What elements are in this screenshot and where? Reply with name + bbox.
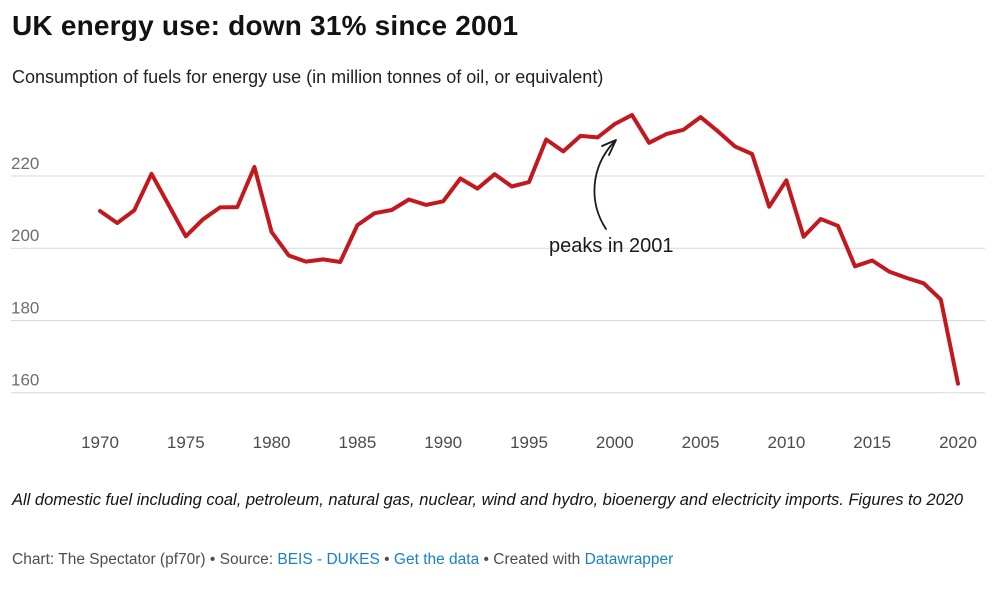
x-tick-label: 2020 xyxy=(939,433,977,452)
byline-separator: • xyxy=(479,551,494,568)
byline-chart-label: Chart: xyxy=(12,551,59,568)
byline-created-label: Created with xyxy=(493,551,585,568)
line-chart: 160 180 200 220 1970 1975 1980 1985 1990 1995 2000… xyxy=(11,113,985,452)
datawrapper-link[interactable]: Datawrapper xyxy=(584,551,674,568)
x-tick-label: 2015 xyxy=(853,433,891,452)
x-tick-label: 1970 xyxy=(81,433,119,452)
chart-footnote: All domestic fuel including coal, petrol… xyxy=(12,491,964,509)
page-title: UK energy use: down 31% since 2001 xyxy=(12,10,519,41)
x-tick-label: 1980 xyxy=(253,433,291,452)
get-data-link[interactable]: Get the data xyxy=(393,551,480,568)
byline-separator: • xyxy=(379,551,394,568)
chart-subtitle: Consumption of fuels for energy use (in … xyxy=(12,67,604,87)
y-tick-label: 200 xyxy=(11,226,39,245)
x-tick-label: 2010 xyxy=(767,433,805,452)
y-tick-label: 160 xyxy=(11,371,39,390)
chart-byline: Chart: The Spectator (pf70r) • Source: B… xyxy=(12,551,980,569)
annotation-arrow-icon xyxy=(593,141,615,230)
source-link[interactable]: BEIS - DUKES xyxy=(277,551,380,568)
x-tick-label: 1985 xyxy=(338,433,376,452)
y-tick-label: 220 xyxy=(11,154,39,173)
annotation-label: peaks in 2001 xyxy=(549,235,674,257)
x-tick-label: 2005 xyxy=(682,433,720,452)
x-tick-label: 1975 xyxy=(167,433,205,452)
x-tick-label: 1995 xyxy=(510,433,548,452)
annotation-arrowhead-icon xyxy=(601,139,617,156)
y-tick-label: 180 xyxy=(11,298,39,317)
x-tick-label: 1990 xyxy=(424,433,462,452)
x-tick-label: 2000 xyxy=(596,433,634,452)
byline-source-label: Source: xyxy=(219,551,278,568)
byline-chart-credit: The Spectator (pf70r) xyxy=(58,551,206,568)
energy-line xyxy=(98,113,960,386)
byline-separator: • xyxy=(205,551,220,568)
